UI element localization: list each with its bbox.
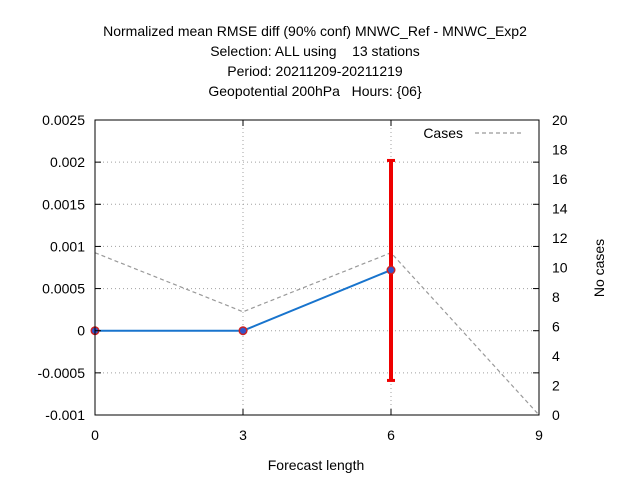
data-point-inner-1 bbox=[240, 327, 246, 334]
chart-title-line-1: Normalized mean RMSE diff (90% conf) MNW… bbox=[103, 23, 527, 39]
y2-axis-label: No cases bbox=[591, 239, 607, 297]
axis-ticks bbox=[94, 119, 540, 416]
y2-tick-label: 0 bbox=[552, 407, 560, 423]
x-tick-label: 0 bbox=[91, 427, 99, 443]
plot-frame bbox=[94, 119, 540, 416]
x-tick-label: 6 bbox=[387, 427, 395, 443]
chart-title-line-2: Selection: ALL using 13 stations bbox=[210, 43, 420, 59]
x-tick-label: 9 bbox=[535, 427, 543, 443]
data-point-inner-2 bbox=[388, 267, 394, 274]
y2-tick-label: 6 bbox=[552, 319, 560, 335]
y2-tick-label: 2 bbox=[552, 378, 560, 394]
chart-title-line-3: Period: 20211209-20211219 bbox=[227, 63, 403, 79]
y-tick-label: 0.002 bbox=[50, 154, 85, 170]
y-tick-label: 0.0005 bbox=[42, 281, 85, 297]
y2-tick-label: 20 bbox=[552, 112, 568, 128]
y2-tick-label: 10 bbox=[552, 260, 568, 276]
y2-tick-label: 4 bbox=[552, 348, 560, 364]
y2-tick-label: 18 bbox=[552, 142, 568, 158]
x-axis-label: Forecast length bbox=[268, 457, 365, 473]
cases-series bbox=[94, 252, 540, 416]
cases-line bbox=[94, 252, 540, 416]
y-tick-label: 0.001 bbox=[50, 238, 85, 254]
point-markers bbox=[90, 265, 396, 336]
y-tick-label: 0.0015 bbox=[42, 196, 85, 212]
legend: Cases bbox=[423, 125, 521, 141]
x-axis-tick-labels: 0 3 6 9 bbox=[91, 427, 543, 443]
legend-label-cases: Cases bbox=[423, 125, 463, 141]
x-tick-label: 3 bbox=[239, 427, 247, 443]
grid-lines bbox=[95, 120, 539, 415]
y2-tick-label: 8 bbox=[552, 289, 560, 305]
chart-title-line-4: Geopotential 200hPa Hours: {06} bbox=[208, 83, 422, 99]
y-tick-label: -0.0005 bbox=[38, 365, 86, 381]
y-tick-label: 0 bbox=[77, 323, 85, 339]
y-tick-label: -0.001 bbox=[45, 407, 85, 423]
y-tick-label: 0.0025 bbox=[42, 112, 85, 128]
y-axis-tick-labels: 0.0025 0.002 0.0015 0.001 0.0005 0 -0.0005 -0.0… bbox=[38, 112, 86, 423]
y2-tick-label: 16 bbox=[552, 171, 568, 187]
chart-title-block: Normalized mean RMSE diff (90% conf) MNW… bbox=[103, 23, 527, 99]
y2-tick-label: 12 bbox=[552, 230, 568, 246]
y2-tick-label: 14 bbox=[552, 201, 568, 217]
